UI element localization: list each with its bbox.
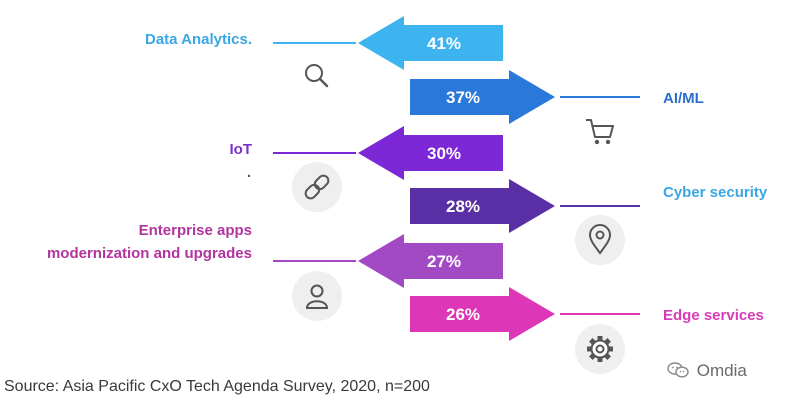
category-label-6: Edge services <box>663 307 764 324</box>
brand-watermark: Omdia <box>667 361 747 381</box>
arrow-bar-2 <box>410 70 555 124</box>
arrow-bar-3 <box>358 126 503 180</box>
category-label-1: Data Analytics. <box>145 31 252 48</box>
value-label-3: 30% <box>427 144 461 163</box>
value-label-1: 41% <box>427 34 461 53</box>
cart-icon <box>586 119 614 145</box>
category-label-5-line-1: Enterprise apps <box>139 222 252 239</box>
link-icon <box>292 162 342 212</box>
category-label-5-line-2: modernization and upgrades <box>47 245 252 262</box>
wechat-icon <box>667 362 689 378</box>
value-label-5: 27% <box>427 252 461 271</box>
arrow-bar-4 <box>410 179 555 233</box>
arrow-bar-5 <box>358 234 503 288</box>
category-label-2: AI/ML <box>663 90 704 107</box>
value-label-6: 26% <box>446 305 480 324</box>
value-label-4: 28% <box>446 197 480 216</box>
source-note: Source: Asia Pacific CxO Tech Agenda Sur… <box>4 378 430 395</box>
category-label-3: IoT <box>230 141 253 158</box>
category-label-4: Cyber security <box>663 184 768 201</box>
brand-name: Omdia <box>696 361 747 380</box>
search-icon <box>305 64 329 88</box>
stray-dot: . <box>247 164 251 181</box>
user-icon <box>292 271 342 321</box>
location-pin-icon <box>575 215 625 265</box>
arrow-bar-6 <box>410 287 555 341</box>
value-label-2: 37% <box>446 88 480 107</box>
arrow-bar-1 <box>358 16 503 70</box>
gear-icon <box>575 324 625 374</box>
